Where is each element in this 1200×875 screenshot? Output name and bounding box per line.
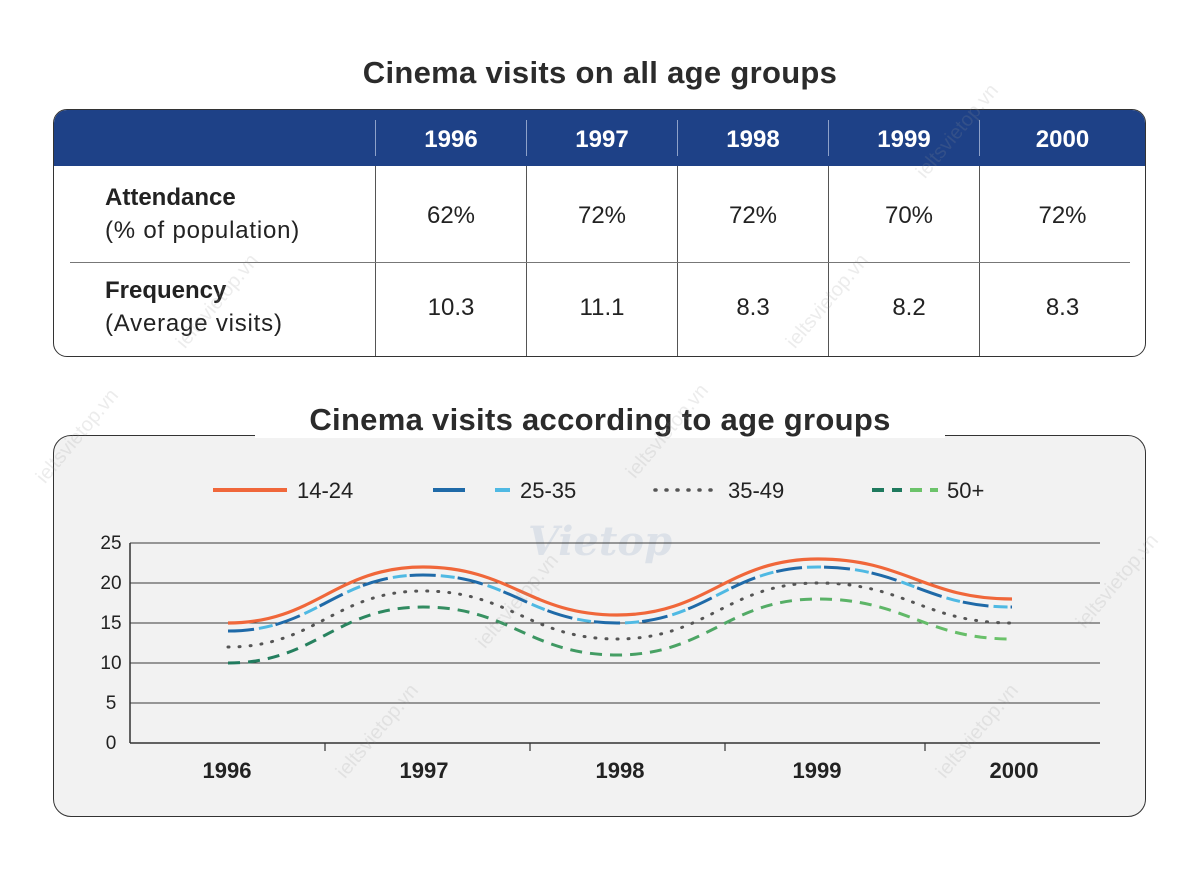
y-tick-label: 15 (100, 613, 121, 634)
chart-title: Cinema visits according to age groups (255, 402, 945, 438)
x-tick-label: 1997 (400, 758, 449, 783)
series-line-25-35 (227, 565, 1013, 633)
header-year-1998: 1998 (726, 126, 780, 153)
y-tick-label: 20 (100, 573, 121, 594)
y-tick-label: 25 (100, 533, 121, 554)
attendance-2000: 72% (1038, 202, 1087, 229)
row-label-frequency-title: Frequency (105, 277, 227, 304)
header-year-1996: 1996 (424, 126, 478, 153)
row-label-attendance-title: Attendance (105, 184, 236, 211)
x-tick-label: 1999 (793, 758, 842, 783)
frequency-1997: 11.1 (579, 294, 625, 321)
attendance-1999: 70% (884, 202, 934, 229)
x-tick-label: 2000 (990, 758, 1039, 783)
header-divider (828, 120, 829, 156)
y-tick-label: 5 (106, 693, 117, 714)
legend-label-25-35: 25-35 (520, 478, 576, 503)
x-tick-label: 1996 (203, 758, 252, 783)
frequency-1998: 8.3 (736, 294, 770, 321)
row-divider (70, 262, 1130, 263)
row-label-attendance-note: (% of population) (105, 217, 301, 244)
legend-label-50+: 50+ (947, 478, 984, 503)
frequency-2000: 8.3 (1045, 294, 1080, 321)
column-divider (828, 166, 829, 356)
vietop-logo: Vietop (528, 518, 672, 565)
row-label-frequency-note: (Average visits) (105, 310, 283, 337)
header-year-1997: 1997 (575, 126, 629, 153)
frequency-1996: 10.3 (427, 294, 475, 321)
header-divider (375, 120, 376, 156)
header-year-2000: 2000 (1035, 126, 1090, 153)
attendance-1998: 72% (728, 202, 778, 229)
legend-label-35-49: 35-49 (728, 478, 784, 503)
column-divider (375, 166, 376, 356)
header-divider (677, 120, 678, 156)
attendance-1996: 62% (426, 202, 476, 229)
header-year-1999: 1999 (877, 126, 931, 153)
table-header: 1996 1997 1998 1999 2000 (54, 110, 1145, 166)
series-line-25-35-accent (227, 565, 1013, 633)
column-divider (526, 166, 527, 356)
series-line-35-49 (226, 581, 1014, 649)
header-divider (979, 120, 980, 156)
legend-label-14-24: 14-24 (297, 478, 353, 503)
frequency-1999: 8.2 (892, 294, 926, 321)
y-tick-label: 0 (106, 733, 117, 754)
row-label-frequency: Frequency (Average visits) (105, 274, 283, 340)
row-label-attendance: Attendance (% of population) (105, 181, 300, 247)
series-line-14-24 (227, 557, 1013, 625)
header-divider (526, 120, 527, 156)
x-tick-label: 1998 (596, 758, 645, 783)
series-line-50+ (227, 597, 1013, 665)
chart-panel (53, 435, 1146, 817)
table-title: Cinema visits on all age groups (362, 55, 838, 90)
attendance-1997: 72% (577, 202, 627, 229)
stats-table: 1996 1997 1998 1999 2000 Attendance (% o… (53, 109, 1146, 357)
column-divider (677, 166, 678, 356)
y-tick-label: 10 (100, 653, 121, 674)
column-divider (979, 166, 980, 356)
